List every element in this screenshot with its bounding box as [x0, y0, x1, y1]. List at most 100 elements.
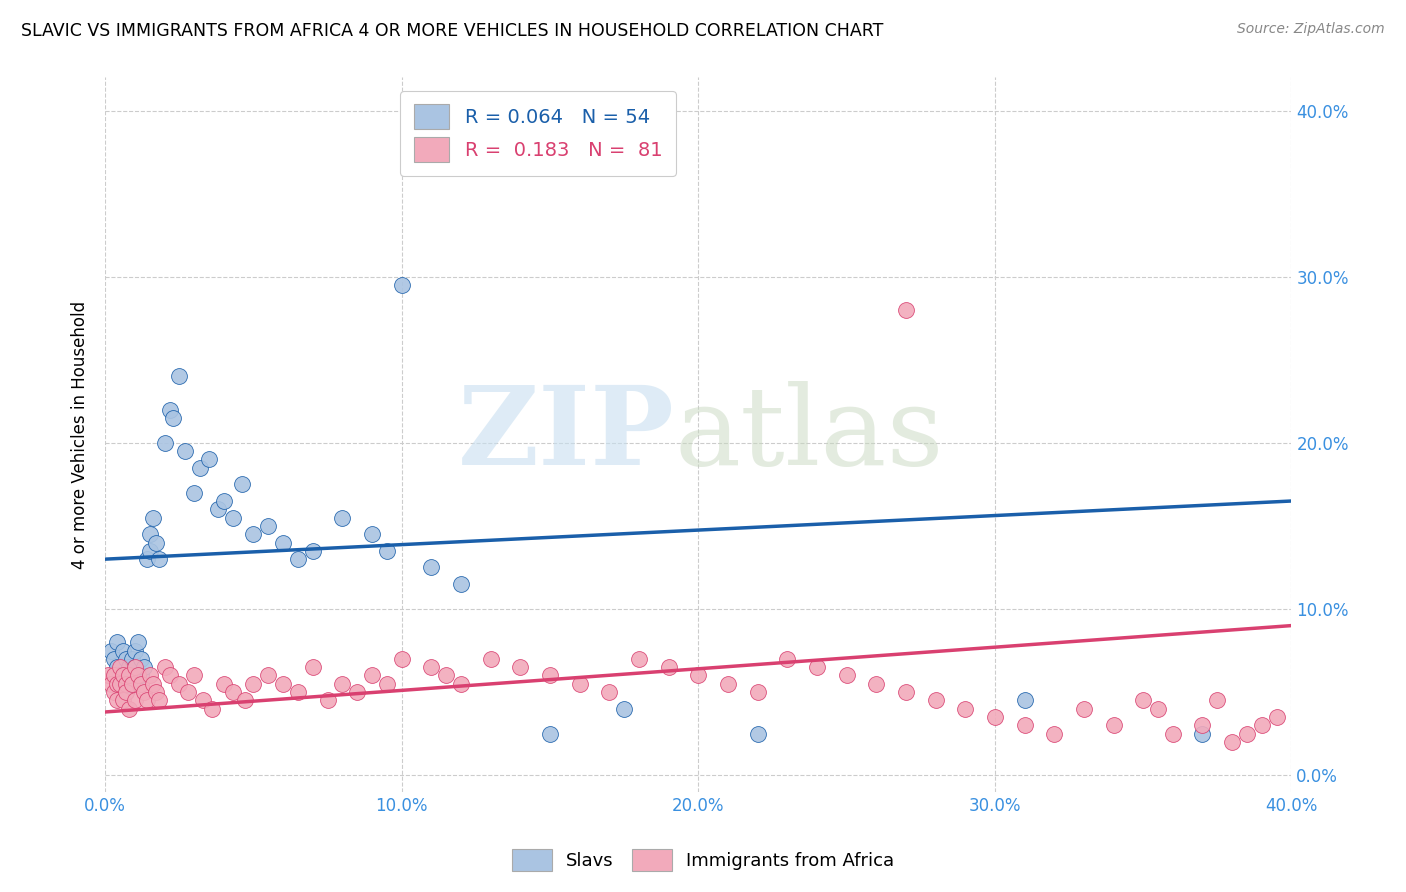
Point: [627, 652, 650, 666]
Point: [717, 677, 740, 691]
Point: [894, 303, 917, 318]
Point: [346, 685, 368, 699]
Point: [1206, 693, 1229, 707]
Point: [509, 660, 531, 674]
Point: [538, 668, 561, 682]
Point: [159, 402, 181, 417]
Point: [138, 544, 160, 558]
Point: [148, 552, 170, 566]
Point: [118, 668, 141, 682]
Point: [1191, 726, 1213, 740]
Point: [138, 527, 160, 541]
Point: [135, 693, 157, 707]
Point: [301, 544, 323, 558]
Point: [100, 677, 122, 691]
Point: [132, 660, 155, 674]
Text: ZIP: ZIP: [458, 381, 675, 488]
Point: [121, 668, 143, 682]
Legend: Slavs, Immigrants from Africa: Slavs, Immigrants from Africa: [505, 842, 901, 879]
Point: [103, 668, 125, 682]
Point: [111, 668, 134, 682]
Point: [127, 668, 149, 682]
Point: [183, 485, 205, 500]
Point: [450, 577, 472, 591]
Point: [271, 677, 294, 691]
Point: [1250, 718, 1272, 732]
Point: [332, 677, 354, 691]
Point: [776, 652, 799, 666]
Point: [924, 693, 946, 707]
Point: [142, 677, 165, 691]
Point: [115, 652, 138, 666]
Point: [1220, 735, 1243, 749]
Point: [747, 685, 769, 699]
Point: [103, 652, 125, 666]
Point: [108, 677, 131, 691]
Point: [1102, 718, 1125, 732]
Point: [233, 693, 256, 707]
Point: [1132, 693, 1154, 707]
Point: [1014, 693, 1036, 707]
Point: [105, 693, 128, 707]
Point: [162, 411, 184, 425]
Point: [127, 635, 149, 649]
Point: [111, 643, 134, 657]
Point: [169, 369, 191, 384]
Point: [658, 660, 681, 674]
Point: [111, 668, 134, 682]
Point: [212, 494, 235, 508]
Point: [108, 668, 131, 682]
Point: [257, 519, 280, 533]
Point: [105, 635, 128, 649]
Point: [222, 685, 245, 699]
Point: [301, 660, 323, 674]
Point: [108, 677, 131, 691]
Point: [1073, 701, 1095, 715]
Point: [207, 502, 229, 516]
Point: [121, 652, 143, 666]
Point: [169, 677, 191, 691]
Point: [191, 693, 214, 707]
Point: [568, 677, 591, 691]
Point: [177, 685, 200, 699]
Point: [153, 660, 176, 674]
Point: [1265, 710, 1288, 724]
Point: [316, 693, 339, 707]
Point: [124, 660, 146, 674]
Point: [479, 652, 502, 666]
Point: [105, 660, 128, 674]
Text: SLAVIC VS IMMIGRANTS FROM AFRICA 4 OR MORE VEHICLES IN HOUSEHOLD CORRELATION CHA: SLAVIC VS IMMIGRANTS FROM AFRICA 4 OR MO…: [21, 22, 883, 40]
Point: [1161, 726, 1184, 740]
Point: [148, 693, 170, 707]
Point: [129, 677, 152, 691]
Point: [257, 668, 280, 682]
Point: [201, 701, 224, 715]
Point: [1191, 718, 1213, 732]
Point: [242, 527, 264, 541]
Point: [145, 535, 167, 549]
Point: [1014, 718, 1036, 732]
Point: [955, 701, 977, 715]
Point: [361, 668, 384, 682]
Point: [118, 660, 141, 674]
Point: [118, 701, 141, 715]
Point: [153, 435, 176, 450]
Point: [118, 677, 141, 691]
Point: [894, 685, 917, 699]
Point: [145, 685, 167, 699]
Point: [159, 668, 181, 682]
Point: [420, 660, 443, 674]
Point: [174, 444, 197, 458]
Point: [132, 685, 155, 699]
Point: [450, 677, 472, 691]
Point: [332, 510, 354, 524]
Point: [188, 460, 211, 475]
Point: [391, 652, 413, 666]
Point: [434, 668, 457, 682]
Point: [375, 544, 398, 558]
Point: [613, 701, 636, 715]
Point: [242, 677, 264, 691]
Point: [121, 677, 143, 691]
Point: [105, 677, 128, 691]
Point: [129, 652, 152, 666]
